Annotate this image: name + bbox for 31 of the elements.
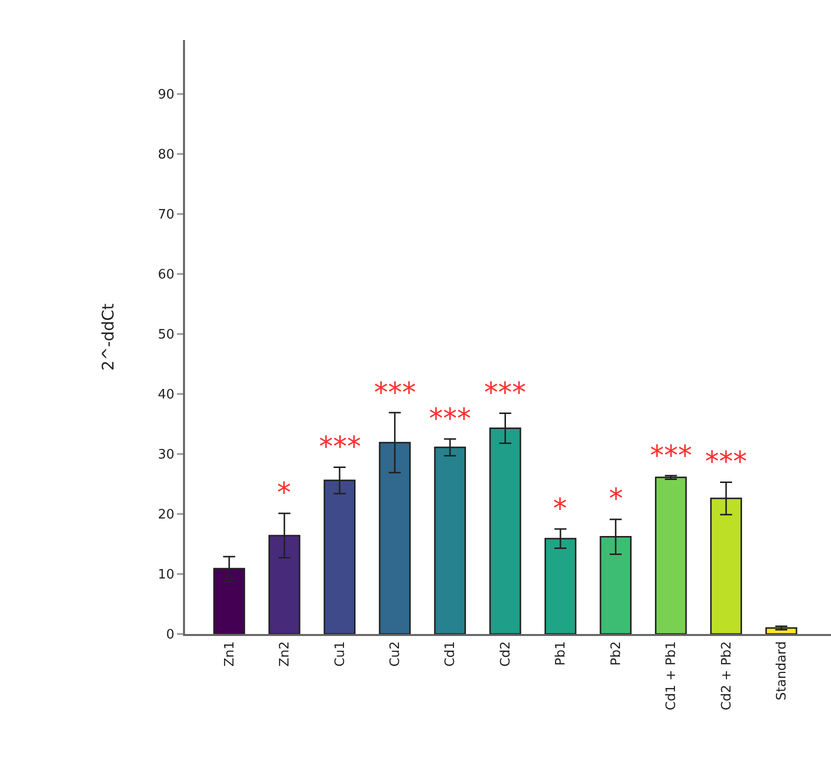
data-label: * — [553, 492, 567, 525]
x-tick-label: Pb2 — [608, 641, 624, 666]
x-tick-label: Cd1 + Pb1 — [664, 641, 680, 710]
y-tick-label: 30 — [158, 448, 174, 463]
data-label: *** — [429, 402, 471, 435]
data-label: * — [609, 482, 623, 515]
data-label: *** — [374, 376, 416, 409]
y-axis-title: 2^-ddCt — [98, 303, 118, 371]
x-tick-label: Cd2 + Pb2 — [719, 641, 734, 710]
data-label: *** — [319, 430, 361, 463]
y-tick-label: 90 — [158, 88, 174, 103]
x-tick-label: Pb1 — [554, 641, 569, 666]
y-tick-label: 70 — [158, 208, 174, 223]
data-label: *** — [650, 439, 692, 472]
x-tick-label: Zn1 — [222, 641, 238, 667]
y-tick-label: 10 — [158, 568, 174, 583]
y-tick-label: 40 — [158, 388, 174, 403]
x-tick-label: Cd2 — [498, 641, 514, 667]
y-tick-label: 50 — [158, 328, 174, 343]
y-tick-label: 20 — [158, 508, 174, 523]
x-tick-label: Zn2 — [278, 641, 293, 667]
y-tick-label: 0 — [166, 628, 174, 643]
x-tick-label: Cu2 — [388, 641, 404, 667]
y-tick-label: 60 — [158, 268, 174, 283]
y-tick-label: 80 — [158, 148, 174, 163]
x-tick-label: Cd1 — [443, 641, 458, 667]
data-label: * — [277, 476, 291, 509]
x-tick-label: Cu1 — [332, 641, 348, 667]
x-tick-label: Standard — [774, 641, 790, 700]
data-label: *** — [484, 376, 526, 409]
data-label: *** — [705, 445, 747, 478]
